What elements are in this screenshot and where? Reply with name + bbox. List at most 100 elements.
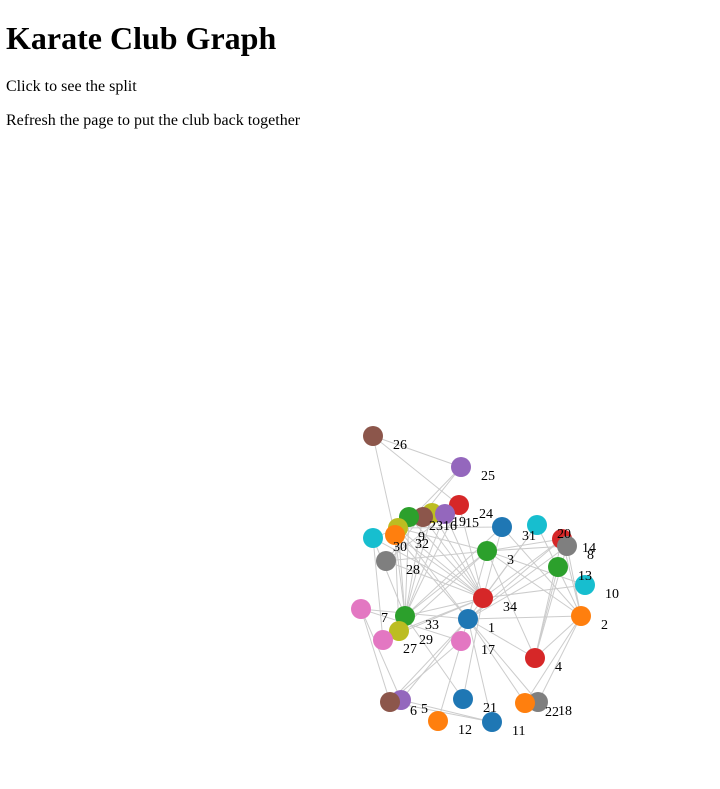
graph-edge-1-18 (467, 618, 539, 703)
graph-node-label-32: 32 (415, 537, 429, 552)
graph-node-label-4: 4 (555, 660, 562, 675)
graph-node-label-1: 1 (488, 621, 495, 636)
graph-node-31[interactable] (492, 517, 512, 537)
page-title: Karate Club Graph (6, 20, 277, 56)
graph-node-label-23: 23 (429, 519, 443, 534)
graph-node-label-34: 34 (503, 600, 517, 615)
graph-edge-32-33 (394, 534, 406, 617)
graph-edge-24-34 (458, 504, 484, 599)
graph-edge-21-34 (462, 597, 484, 700)
graph-edge-16-33 (404, 516, 424, 617)
graph-node-34[interactable] (473, 588, 493, 608)
graph-node-4[interactable] (525, 648, 545, 668)
graph-node-16[interactable] (413, 507, 433, 527)
graph-node-32[interactable] (385, 525, 405, 545)
split-instruction[interactable]: Click to see the split (6, 78, 137, 95)
graph-edge-2-18 (537, 615, 582, 703)
graph-edge-25-26 (372, 435, 462, 468)
graph-edge-2-4 (534, 615, 582, 659)
graph-node-7[interactable] (351, 599, 371, 619)
graph-edge-19-33 (404, 512, 433, 617)
graph-edge-16-34 (422, 516, 484, 599)
graph-edge-14-34 (482, 538, 563, 599)
graph-edge-1-32 (394, 534, 469, 620)
graph-node-label-33: 33 (425, 618, 439, 633)
graph-node-label-30: 30 (393, 540, 407, 555)
graph-nodes (351, 426, 595, 732)
graph-node-11[interactable] (482, 712, 502, 732)
graph-edge-1-13 (467, 566, 559, 620)
graph-node-12[interactable] (428, 711, 448, 731)
graph-node-label-15: 15 (465, 516, 479, 531)
graph-node-label-7: 7 (381, 611, 388, 626)
graph-edge-1-22 (467, 618, 526, 704)
graph-node-27[interactable] (373, 630, 393, 650)
graph-node-15[interactable] (435, 504, 455, 524)
graph-node-label-18: 18 (558, 704, 572, 719)
graph-node-22[interactable] (515, 693, 535, 713)
graph-edge-5-11 (400, 699, 493, 723)
graph-node-label-3: 3 (507, 553, 514, 568)
graph-edge-27-30 (372, 537, 384, 641)
graph-node-label-2: 2 (601, 618, 608, 633)
refresh-instruction: Refresh the page to put the club back to… (6, 112, 301, 129)
graph-node-label-9: 9 (418, 530, 425, 545)
graph-node-label-10: 10 (605, 587, 619, 602)
graph-node-28[interactable] (376, 551, 396, 571)
graph-edge-3-8 (486, 545, 568, 552)
graph-edge-33-34 (404, 597, 484, 617)
graph-node-1[interactable] (458, 609, 478, 629)
graph-edge-1-11 (467, 618, 493, 723)
graph-edge-3-10 (486, 550, 586, 586)
graph-edges (360, 435, 586, 723)
graph-edge-5-7 (360, 608, 402, 701)
graph-node-2[interactable] (571, 606, 591, 626)
graph-edge-3-28 (385, 550, 488, 562)
graph-edge-2-31 (501, 526, 582, 617)
graph-edge-24-26 (372, 435, 460, 506)
graph-edge-6-7 (360, 608, 391, 703)
graph-node-20[interactable] (527, 515, 547, 535)
graph-edge-10-34 (482, 584, 586, 599)
graph-edge-3-4 (486, 550, 536, 659)
graph-edge-30-34 (372, 537, 484, 599)
graph-edge-9-31 (397, 526, 503, 529)
graph-edge-1-4 (467, 618, 536, 659)
graph-node-label-5: 5 (421, 702, 428, 717)
graph-node-3[interactable] (477, 541, 497, 561)
graph-edge-2-3 (486, 550, 582, 617)
graph-node-26[interactable] (363, 426, 383, 446)
graph-node-label-31: 31 (522, 529, 536, 544)
graph-edge-20-34 (482, 524, 538, 599)
graph-node-33[interactable] (395, 606, 415, 626)
graph-node-10[interactable] (575, 575, 595, 595)
graph-edge-3-14 (486, 538, 563, 552)
graph-node-label-22: 22 (545, 705, 559, 720)
graph-node-6[interactable] (380, 692, 400, 712)
graph-edge-26-32 (372, 435, 396, 536)
graph-node-label-13: 13 (578, 569, 592, 584)
graph-edge-1-2 (467, 615, 582, 620)
graph-node-13[interactable] (548, 557, 568, 577)
graph-node-25[interactable] (451, 457, 471, 477)
graph-node-label-11: 11 (512, 724, 525, 739)
graph-edge-15-33 (404, 513, 446, 617)
graph-node-label-25: 25 (481, 469, 495, 484)
graph-node-label-20: 20 (557, 527, 571, 542)
graph-node-label-29: 29 (419, 633, 433, 648)
graph-edge-30-33 (372, 537, 406, 617)
graph-node-label-24: 24 (479, 507, 493, 522)
graph-node-label-12: 12 (458, 723, 472, 738)
graph-node-30[interactable] (363, 528, 383, 548)
graph-node-label-17: 17 (481, 643, 495, 658)
graph-node-label-16: 16 (443, 519, 457, 534)
graph-node-17[interactable] (451, 631, 471, 651)
graph-node-8[interactable] (557, 536, 577, 556)
graph-node-29[interactable] (389, 621, 409, 641)
graph-node-label-14: 14 (582, 541, 596, 556)
graph-edge-28-34 (385, 560, 484, 599)
graph-edge-23-34 (408, 516, 484, 599)
graph-node-21[interactable] (453, 689, 473, 709)
